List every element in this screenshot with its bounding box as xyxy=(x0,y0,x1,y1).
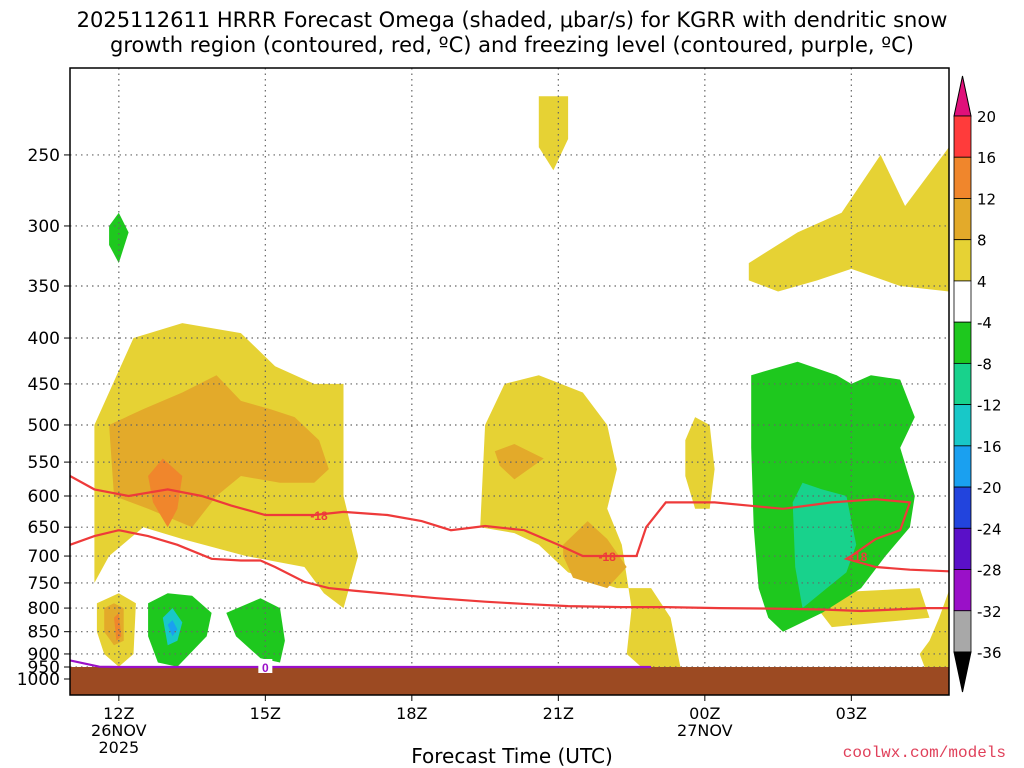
colorbar-bin-2 xyxy=(953,198,972,241)
y-tick-label-700: 700 xyxy=(28,547,60,567)
colorbar-bin-11 xyxy=(953,569,972,612)
y-tick-label-550: 550 xyxy=(28,453,60,473)
colorbar-label-0: 20 xyxy=(977,108,996,126)
dgz-contour-label-2: -18 xyxy=(850,550,868,564)
omega-region-4 xyxy=(685,417,715,509)
dgz-contour-1 xyxy=(70,529,949,613)
dgz-contour-0 xyxy=(70,475,949,573)
omega-region-18 xyxy=(792,482,857,609)
omega-region-3 xyxy=(538,96,569,171)
colorbar-top-arrow xyxy=(953,75,972,117)
colorbar-label-13: -36 xyxy=(977,644,1002,662)
colorbar-label-3: 8 xyxy=(977,232,987,250)
colorbar-bin-6 xyxy=(953,362,972,406)
colorbar: 20 16 12 8 4 -4 -8 -12 -16 -20 -24 -28 -32 -36 xyxy=(953,75,1002,693)
y-tick-label-850: 850 xyxy=(28,623,60,643)
x-tick-label-21Z: 21Z xyxy=(543,704,574,723)
freezing-level-contour xyxy=(70,659,652,669)
x-tick-date-12Z: 26NOV xyxy=(91,721,147,740)
y-tick-label-800: 800 xyxy=(28,599,60,619)
dgz-contour-label-1: -18 xyxy=(598,550,616,564)
colorbar-label-2: 12 xyxy=(977,190,996,208)
colorbar-label-9: -20 xyxy=(977,479,1002,497)
omega-region-16 xyxy=(226,598,285,663)
y-tick-label-1000: 1000 xyxy=(17,670,60,690)
y-tick-label-350: 350 xyxy=(28,277,60,297)
chart-title-line1: 2025112611 HRRR Forecast Omega (shaded, … xyxy=(76,8,948,32)
colorbar-label-1: 16 xyxy=(977,149,996,167)
x-tick-label-03Z: 03Z xyxy=(836,704,867,723)
x-tick-label-12Z: 12Z xyxy=(103,704,134,723)
colorbar-bin-5 xyxy=(953,321,972,364)
omega-region-2 xyxy=(480,375,681,667)
omega-region-6 xyxy=(919,590,949,667)
y-tick-label-750: 750 xyxy=(28,574,60,594)
colorbar-label-7: -12 xyxy=(977,397,1002,415)
colorbar-bin-4 xyxy=(953,280,972,323)
y-tick-label-400: 400 xyxy=(28,329,60,349)
colorbar-label-4: 4 xyxy=(977,273,987,291)
omega-region-11 xyxy=(563,521,627,589)
x-tick-date-00Z: 27NOV xyxy=(677,721,733,740)
plot-area: -18 -18 -18 0 xyxy=(70,68,949,695)
credit-text: coolwx.com/models xyxy=(842,744,1006,762)
colorbar-label-10: -24 xyxy=(977,520,1002,538)
y-tick-label-900: 900 xyxy=(28,645,60,665)
ground-surface xyxy=(70,667,949,695)
colorbar-bin-8 xyxy=(953,445,972,488)
colorbar-label-12: -32 xyxy=(977,603,1002,621)
omega-region-12 xyxy=(148,458,183,528)
colorbar-label-8: -16 xyxy=(977,438,1002,456)
chart-title-line2: growth region (contoured, red, ºC) and f… xyxy=(110,33,914,57)
y-tick-label-250: 250 xyxy=(28,146,60,166)
x-tick-label-00Z: 00Z xyxy=(689,704,720,723)
colorbar-bin-7 xyxy=(953,404,972,447)
y-tick-label-650: 650 xyxy=(28,518,60,538)
x-axis-label: Forecast Time (UTC) xyxy=(411,744,613,768)
omega-region-5 xyxy=(748,147,949,292)
x-tick-label-15Z: 15Z xyxy=(250,704,281,723)
dgz-contour-label-0: -18 xyxy=(310,509,328,523)
omega-region-10 xyxy=(494,444,544,480)
colorbar-bin-0 xyxy=(953,115,972,158)
x-tick-year-12Z: 2025 xyxy=(98,738,139,757)
colorbar-bin-12 xyxy=(953,610,972,653)
colorbar-bottom-arrow xyxy=(953,651,972,693)
plot-frame xyxy=(69,67,950,696)
colorbar-bin-10 xyxy=(953,527,972,570)
colorbar-bin-3 xyxy=(953,239,972,282)
colorbar-bin-9 xyxy=(953,486,972,529)
y-tick-label-450: 450 xyxy=(28,375,60,395)
omega-region-13 xyxy=(114,612,122,641)
colorbar-label-6: -8 xyxy=(977,355,992,373)
colorbar-label-5: -4 xyxy=(977,314,992,332)
x-tick-label-18Z: 18Z xyxy=(396,704,427,723)
colorbar-label-11: -28 xyxy=(977,562,1002,580)
y-tick-label-300: 300 xyxy=(28,217,60,237)
colorbar-bin-1 xyxy=(953,156,972,199)
y-tick-label-600: 600 xyxy=(28,487,60,507)
freezing-level-label: 0 xyxy=(262,661,269,675)
y-tick-label-950: 950 xyxy=(28,658,60,678)
omega-region-14 xyxy=(109,212,129,264)
y-tick-label-500: 500 xyxy=(28,416,60,436)
